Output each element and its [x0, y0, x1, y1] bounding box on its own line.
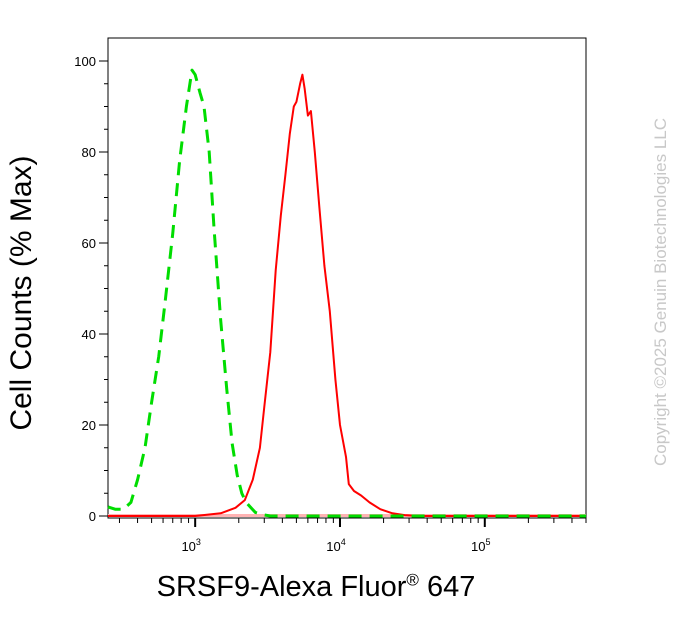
registered-mark: ® — [406, 570, 419, 590]
x-tick-exponent: 3 — [196, 537, 201, 547]
y-tick-label: 60 — [82, 236, 96, 251]
x-tick-exponent: 4 — [341, 537, 346, 547]
x-tick-base: 10 — [326, 539, 340, 554]
y-axis-label: Cell Counts (% Max) — [5, 155, 38, 431]
x-axis-label-main: SRSF9-Alexa Fluor — [156, 571, 407, 603]
y-tick-label: 0 — [89, 509, 96, 524]
series-line-red — [108, 73, 586, 517]
x-tick-label: 105 — [471, 537, 490, 554]
y-tick-label: 40 — [82, 327, 96, 342]
series-group — [107, 68, 587, 518]
y-tick-label: 100 — [74, 54, 96, 69]
copyright-watermark: Copyright ©2025 Genuin Biotechnologies L… — [651, 117, 670, 467]
series-line-green-dashed — [107, 68, 586, 518]
x-axis-label: SRSF9-Alexa Fluor® 647 — [157, 570, 476, 604]
y-tick-label: 20 — [82, 418, 96, 433]
plot-frame — [107, 37, 587, 519]
x-axis: 103 104 105 — [118, 518, 587, 554]
x-tick-exponent: 5 — [486, 537, 491, 547]
x-axis-label-tail: 647 — [418, 571, 476, 603]
x-tick-label: 104 — [326, 537, 345, 554]
x-tick-base: 10 — [471, 539, 485, 554]
x-tick-base: 10 — [181, 539, 195, 554]
x-tick-label: 103 — [181, 537, 200, 554]
y-tick-label: 80 — [82, 145, 96, 160]
y-axis: 0 20 40 60 80 100 — [74, 54, 108, 524]
x-baseline-band — [108, 514, 586, 517]
